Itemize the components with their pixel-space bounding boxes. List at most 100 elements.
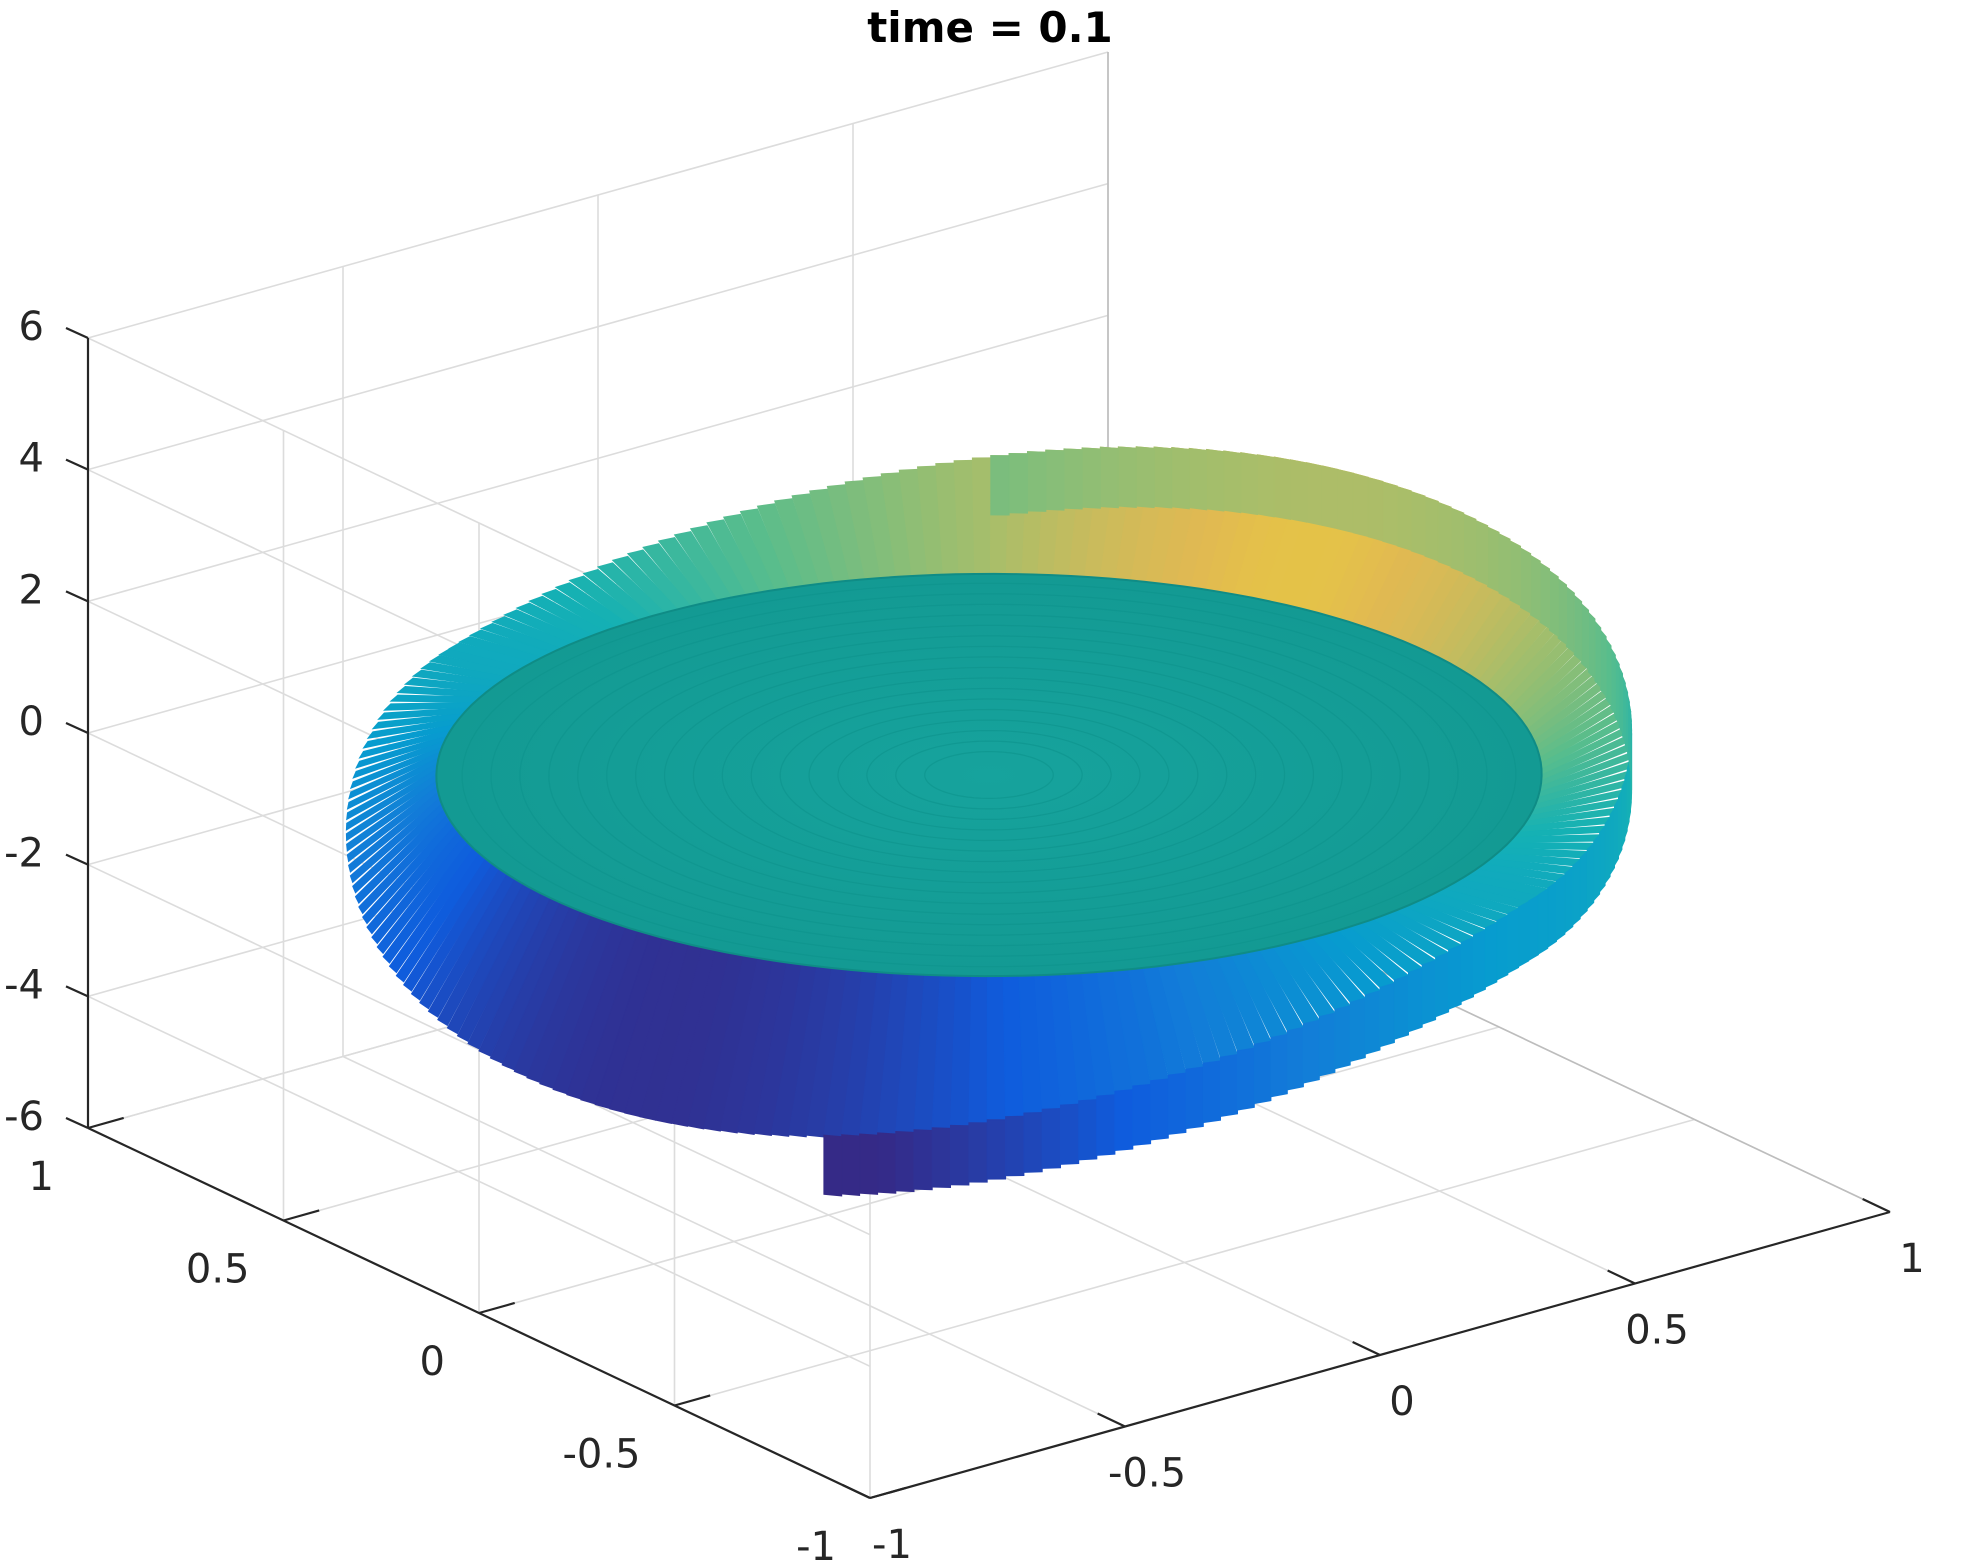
rim-edge-segment <box>1475 519 1489 586</box>
rim-edge-segment <box>1240 452 1259 516</box>
rim-segment <box>986 975 1007 1121</box>
disk-contour <box>461 582 1517 968</box>
rim-edge-segment <box>1605 638 1612 707</box>
rim-edge-segment <box>1078 1099 1098 1161</box>
rim-edge-segment <box>1437 501 1452 568</box>
disk-contour <box>635 645 1343 905</box>
rim-segment <box>968 975 989 1124</box>
y-tick-label: 0.5 <box>186 1247 250 1293</box>
disk-contour <box>692 666 1286 884</box>
rim-edge-segment <box>1604 815 1611 885</box>
disk-contour <box>721 677 1257 873</box>
rim-edge-segment <box>1041 1107 1061 1169</box>
rim-edge-segment <box>1487 526 1500 593</box>
y-tick-mark <box>283 1209 320 1222</box>
rim-edge-segment <box>1624 771 1628 838</box>
rim-edge-segment <box>1572 858 1581 926</box>
rim-edge-segment <box>1621 780 1626 848</box>
rim-segment <box>971 457 992 575</box>
rim-edge-segment <box>1188 447 1208 511</box>
surface <box>345 446 1633 1197</box>
rim-edge-segment <box>1306 462 1323 527</box>
rim-edge-segment <box>1185 1066 1204 1130</box>
rim-edge-segment <box>1171 446 1190 510</box>
disk-contour <box>548 614 1430 936</box>
z-tick-label: 6 <box>19 304 44 350</box>
rim-edge-segment <box>895 1130 915 1193</box>
rim-edge-segment <box>968 1122 988 1183</box>
rim-edge-segment <box>1618 666 1623 734</box>
x-tick-label: 1 <box>1899 1236 1924 1282</box>
rim-edge-segment <box>1421 959 1437 1025</box>
rim-edge-segment <box>1337 468 1354 534</box>
rim-edge-segment <box>990 455 1010 516</box>
rim-edge-segment <box>1318 1012 1336 1077</box>
rim-edge-segment <box>1496 914 1509 981</box>
right-wall-grid-h <box>87 314 1109 603</box>
rim-edge-segment <box>931 1127 951 1189</box>
rim-edge-segment <box>1286 1026 1304 1091</box>
rim-edge-segment <box>1349 997 1366 1063</box>
x-tick-label: 0 <box>1389 1379 1414 1425</box>
rim-edge-segment <box>1096 1094 1116 1156</box>
rim-edge-segment <box>1352 472 1369 538</box>
z-tick-mark <box>65 721 89 735</box>
left-wall-grid-h <box>87 863 871 1236</box>
rim-edge-segment <box>1509 540 1521 607</box>
rim-edge-segment <box>913 1129 933 1191</box>
rim-edge-segment <box>1379 982 1395 1048</box>
rim-edge-segment <box>1290 459 1308 523</box>
rim-edge-segment <box>1023 1111 1043 1173</box>
y-tick-mark <box>478 1301 515 1315</box>
rim-edge-segment <box>1153 446 1173 509</box>
disk-contour <box>895 740 1083 810</box>
rim-edge-segment <box>877 1132 897 1194</box>
rim-edge-segment <box>1045 449 1065 511</box>
disk-contour <box>490 593 1488 957</box>
rim-edge-segment <box>1450 507 1465 574</box>
rim-edge-segment <box>1610 647 1616 717</box>
rim-edge-segment <box>1220 1054 1238 1117</box>
rim-edge-segment <box>841 1134 861 1196</box>
disk-contour <box>924 750 1054 800</box>
disk-contour <box>750 687 1228 863</box>
rim-edge-segment <box>1473 929 1486 996</box>
left-wall-grid-h <box>87 995 871 1368</box>
rim-edge-segment <box>1530 554 1541 622</box>
y-tick-mark <box>674 1394 711 1407</box>
rim-edge-segment <box>1393 974 1409 1040</box>
rim-edge-segment <box>1060 1103 1080 1165</box>
rim-edge-segment <box>1408 967 1423 1033</box>
rim-edge-segment <box>1364 990 1381 1055</box>
rim-edge-segment <box>1463 513 1477 580</box>
rim-edge-segment <box>823 1134 843 1197</box>
rim-edge-segment <box>1063 448 1083 510</box>
floor-grid-y <box>674 1118 1695 1407</box>
rim-edge-segment <box>1253 1040 1272 1105</box>
disk-contour <box>808 708 1170 842</box>
rim-edge-segment <box>1321 465 1339 530</box>
rim-edge-segment <box>1556 873 1566 942</box>
rim-edge-segment <box>1594 620 1602 689</box>
y-tick-label: -1 <box>796 1524 836 1564</box>
rim-edge-segment <box>1448 944 1462 1010</box>
rim-edge-segment <box>1528 894 1539 962</box>
rim-edge-segment <box>1135 446 1155 509</box>
rim-edge-segment <box>1005 1115 1025 1177</box>
rim-edge-segment <box>1586 842 1595 910</box>
rim-edge-segment <box>1460 936 1474 1003</box>
inner-disk <box>435 572 1543 978</box>
rim-edge-segment <box>1117 446 1137 509</box>
rim-edge-segment <box>986 1119 1007 1180</box>
z-tick-mark <box>65 590 89 603</box>
disk-contour <box>779 698 1199 852</box>
x-tick-mark <box>842 1484 871 1499</box>
disk-contour <box>837 719 1141 831</box>
disk-contour <box>866 729 1112 821</box>
rim-edge-segment <box>1202 1060 1221 1124</box>
rim-edge-segment <box>1273 456 1291 521</box>
rim-edge-segment <box>1573 594 1583 662</box>
rim-edge-segment <box>1302 1019 1320 1084</box>
rim-edge-segment <box>1257 454 1275 518</box>
